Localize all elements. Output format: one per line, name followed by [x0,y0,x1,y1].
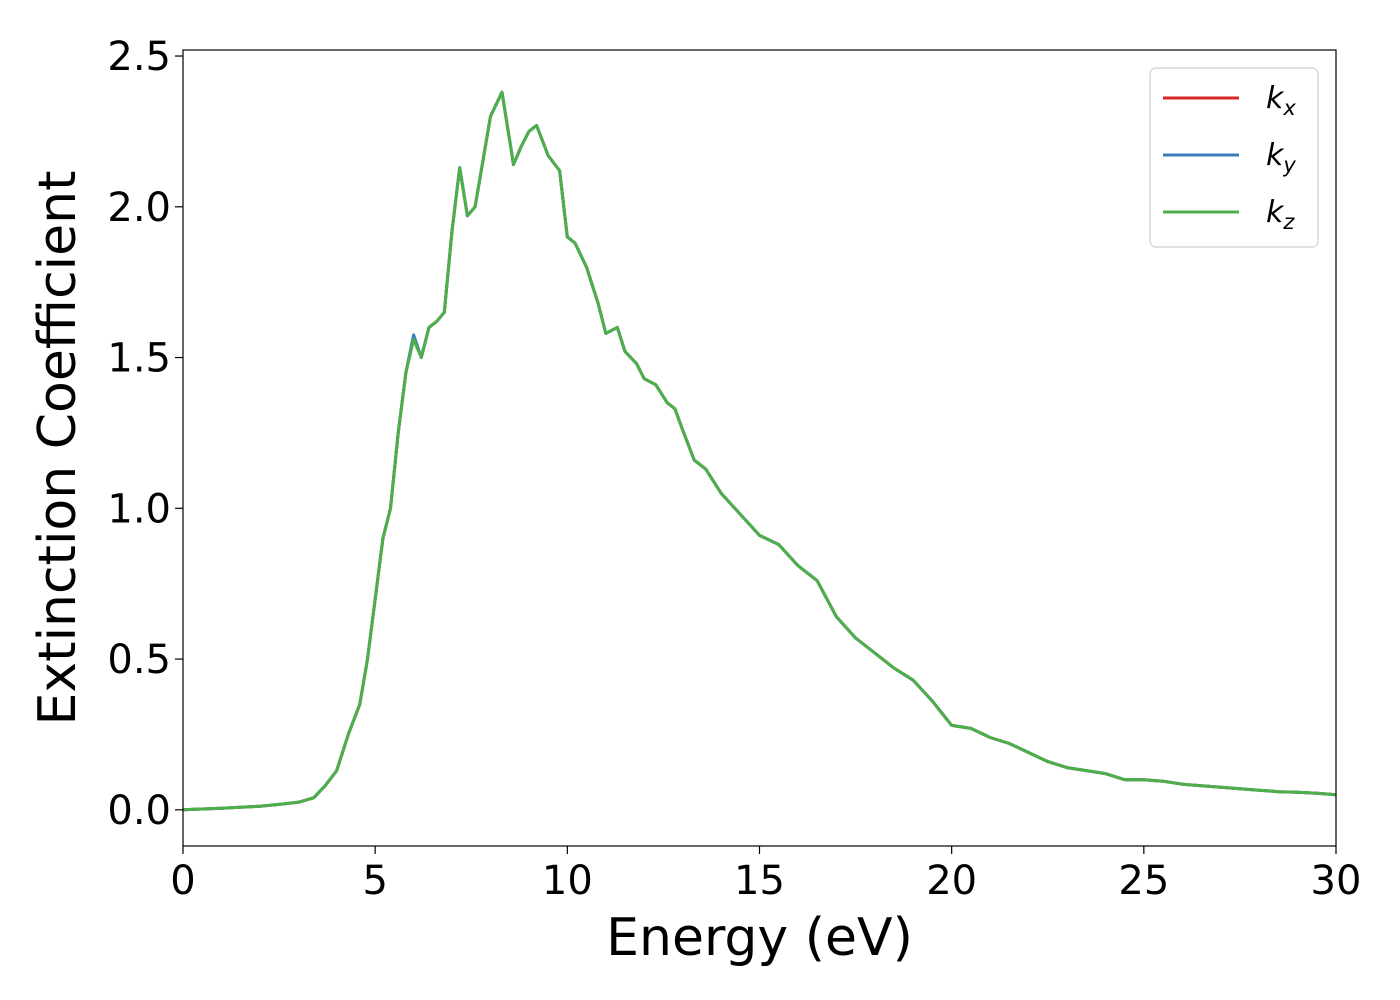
x-tick-label: 0 [170,858,195,904]
x-tick-label: 25 [1118,858,1169,904]
y-tick-label: 0.5 [107,637,171,683]
x-tick-label: 30 [1311,858,1362,904]
series-line-kz [182,90,1337,812]
x-tick-label: 5 [362,858,387,904]
y-tick-label: 0.0 [107,788,171,834]
legend: kx ky kz [1149,67,1319,248]
y-tick-label: 2.0 [107,185,171,231]
legend-label-kz: kz [1266,195,1295,234]
x-ticks: 0 5 10 15 20 25 30 [170,846,1361,904]
y-tick-label: 1.0 [107,486,171,532]
legend-box [1149,67,1319,248]
y-tick-label: 2.5 [107,34,171,80]
y-tick-label: 1.5 [107,336,171,382]
y-axis-label: Extinction Coefficient [28,171,88,726]
y-ticks: 0.0 0.5 1.0 1.5 2.0 2.5 [107,34,183,834]
legend-label-kx: kx [1266,81,1296,120]
x-tick-label: 15 [734,858,785,904]
plot-area [183,50,1336,846]
x-tick-label: 20 [926,858,977,904]
series-layer [182,90,1337,812]
x-tick-label: 10 [542,858,593,904]
x-axis-label: Energy (eV) [606,908,913,968]
legend-label-ky: ky [1266,138,1296,177]
